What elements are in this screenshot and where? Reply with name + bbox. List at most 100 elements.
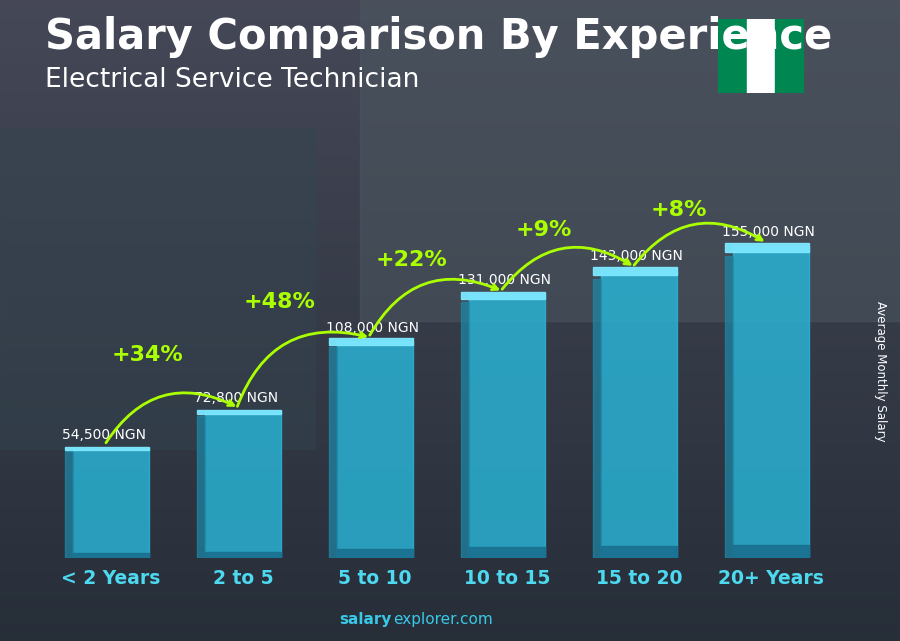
Bar: [0, 577, 900, 583]
Bar: [0, 71, 900, 77]
Bar: [0, 26, 900, 32]
Bar: [461, 303, 469, 558]
Bar: [0, 32, 900, 38]
Bar: [0, 494, 900, 500]
Bar: [0, 346, 900, 353]
Bar: [0, 519, 900, 526]
Bar: [0, 244, 900, 250]
Bar: [0, 141, 900, 147]
Bar: [733, 545, 809, 558]
Bar: [0, 122, 900, 128]
Bar: [197, 410, 282, 414]
Bar: [461, 292, 545, 299]
Bar: [0, 359, 900, 365]
Bar: [0, 295, 900, 301]
Bar: [0, 269, 900, 276]
Bar: [0, 551, 900, 558]
Bar: [0, 301, 900, 308]
Bar: [0, 58, 900, 64]
Bar: [0, 353, 900, 359]
Text: +22%: +22%: [376, 250, 448, 271]
Bar: [204, 552, 282, 558]
Bar: [0, 51, 900, 58]
Bar: [0, 314, 900, 320]
Bar: [0, 186, 900, 192]
Bar: [0, 90, 900, 96]
Bar: [0, 237, 900, 244]
Bar: [0, 192, 900, 199]
Bar: [0, 397, 900, 404]
Bar: [0, 487, 900, 494]
Bar: [0, 481, 900, 487]
Bar: [0, 128, 315, 449]
Bar: [0, 64, 900, 71]
Bar: [0, 224, 900, 231]
Bar: [0, 38, 900, 45]
Bar: [0, 205, 900, 212]
Bar: [204, 412, 282, 558]
Bar: [0, 308, 900, 314]
Bar: [0, 154, 900, 160]
Bar: [328, 347, 337, 558]
Bar: [747, 19, 775, 93]
Bar: [0, 423, 900, 429]
Bar: [0, 596, 900, 603]
Bar: [0, 615, 900, 622]
Bar: [0, 410, 900, 417]
Bar: [0, 256, 900, 263]
Bar: [0, 500, 900, 506]
Bar: [0, 327, 900, 333]
Bar: [0, 635, 900, 641]
Bar: [0, 115, 900, 122]
Bar: [0, 0, 900, 6]
Bar: [0, 417, 900, 423]
Bar: [73, 448, 149, 558]
Bar: [733, 246, 809, 558]
Text: Electrical Service Technician: Electrical Service Technician: [45, 67, 419, 94]
Text: Average Monthly Salary: Average Monthly Salary: [874, 301, 886, 442]
Bar: [718, 19, 747, 93]
Bar: [0, 429, 900, 436]
Bar: [337, 340, 413, 558]
Bar: [0, 532, 900, 538]
Bar: [0, 462, 900, 468]
Bar: [0, 590, 900, 596]
Bar: [0, 474, 900, 481]
Text: 72,800 NGN: 72,800 NGN: [194, 392, 278, 405]
Bar: [0, 609, 900, 615]
Bar: [0, 320, 900, 327]
Bar: [0, 96, 900, 103]
Text: salary: salary: [339, 612, 392, 627]
Bar: [0, 276, 900, 282]
Bar: [0, 212, 900, 218]
Bar: [0, 526, 900, 532]
Bar: [0, 263, 900, 269]
Bar: [0, 173, 900, 179]
Bar: [0, 468, 900, 474]
Bar: [0, 147, 900, 154]
Bar: [0, 436, 900, 442]
Bar: [0, 282, 900, 288]
Bar: [0, 103, 900, 109]
Bar: [0, 583, 900, 590]
Bar: [0, 333, 900, 340]
Bar: [65, 447, 149, 450]
Bar: [0, 77, 900, 83]
Text: Salary Comparison By Experience: Salary Comparison By Experience: [45, 16, 832, 58]
Text: explorer.com: explorer.com: [393, 612, 493, 627]
Bar: [0, 128, 900, 135]
Bar: [73, 553, 149, 558]
Bar: [0, 218, 900, 224]
Bar: [0, 603, 900, 609]
Bar: [0, 564, 900, 570]
Bar: [469, 294, 545, 558]
Bar: [0, 506, 900, 513]
Bar: [0, 109, 900, 115]
Bar: [469, 547, 545, 558]
Bar: [0, 250, 900, 256]
Text: 54,500 NGN: 54,500 NGN: [62, 428, 146, 442]
Bar: [0, 449, 900, 455]
Text: +9%: +9%: [516, 220, 572, 240]
Bar: [0, 288, 900, 295]
Bar: [0, 167, 900, 173]
